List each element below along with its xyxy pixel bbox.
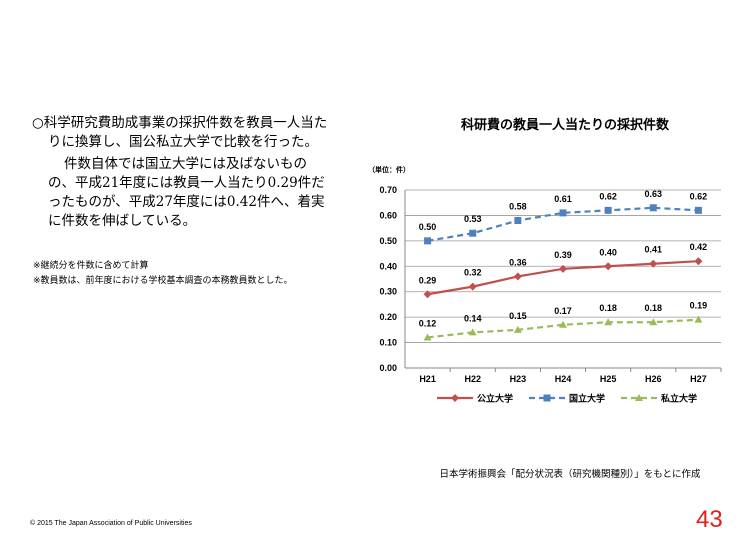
data-label: 0.58 <box>509 202 527 212</box>
data-point-square <box>424 237 432 245</box>
notes: ※継続分を件数に含めて計算 ※教員数は、前年度における学校基本調査の本務教員数と… <box>33 259 293 289</box>
note: ※教員数は、前年度における学校基本調査の本務教員数とした。 <box>33 276 293 286</box>
legend-label: 私立大学 <box>660 393 697 404</box>
body-text: ○科学研究費助成事業の採択件数を教員一人当たりに換算し、国公私立大学で比較を行っ… <box>32 114 332 231</box>
data-point-diamond <box>423 290 432 299</box>
data-point-triangle <box>694 315 703 323</box>
legend-label: 国立大学 <box>569 393 605 404</box>
data-label: 0.61 <box>554 194 572 204</box>
data-label: 0.18 <box>645 303 663 313</box>
data-point-diamond <box>468 282 477 291</box>
x-tick-label: H26 <box>645 374 662 384</box>
data-label: 0.62 <box>690 191 708 201</box>
chart-title: 科研費の教員一人当たりの採択件数 <box>460 118 669 133</box>
data-label: 0.17 <box>554 306 572 316</box>
data-label: 0.50 <box>419 222 437 232</box>
data-point-diamond <box>513 272 522 281</box>
y-tick-label: 0.20 <box>379 312 397 322</box>
data-point-square <box>559 209 567 217</box>
y-tick-label: 0.00 <box>379 363 397 373</box>
data-label: 0.62 <box>599 191 617 201</box>
data-point-square <box>694 206 702 214</box>
data-point-diamond <box>694 257 703 266</box>
data-point-diamond <box>649 259 658 268</box>
x-tick-label: H27 <box>690 374 707 384</box>
data-point-triangle <box>423 333 432 341</box>
y-tick-label: 0.60 <box>379 210 397 220</box>
paragraph-summary: ○科学研究費助成事業の採択件数を教員一人当たりに換算し、国公私立大学で比較を行っ… <box>32 115 328 150</box>
data-label: 0.19 <box>690 301 708 311</box>
data-label: 0.18 <box>599 303 617 313</box>
data-point-diamond <box>451 394 459 402</box>
page-number: 43 <box>696 506 723 533</box>
x-tick-label: H25 <box>600 374 617 384</box>
data-point-triangle <box>513 325 522 333</box>
data-label: 0.39 <box>554 250 572 260</box>
x-tick-label: H21 <box>419 374 436 384</box>
y-tick-label: 0.10 <box>379 338 397 348</box>
data-label: 0.32 <box>464 268 482 278</box>
unit-label: （単位：件） <box>368 165 410 174</box>
data-label: 0.42 <box>690 242 708 252</box>
data-label: 0.40 <box>599 247 617 257</box>
data-point-triangle <box>649 318 658 326</box>
data-label: 0.53 <box>464 214 482 224</box>
data-label: 0.15 <box>509 311 527 321</box>
source-note: 日本学術振興会「配分状況表（研究機関種別）」をもとに作成 <box>439 469 701 480</box>
data-point-triangle <box>635 394 643 401</box>
x-tick-label: H23 <box>510 374 527 384</box>
data-label: 0.14 <box>464 313 482 323</box>
data-point-diamond <box>559 264 567 273</box>
data-label: 0.41 <box>645 245 663 255</box>
y-tick-label: 0.40 <box>379 261 397 271</box>
data-point-triangle <box>604 318 613 326</box>
paragraph-detail: 件数自体では国立大学には及ばないものの、平成21年度には教員一人当たり0.29件… <box>48 156 325 229</box>
y-tick-label: 0.30 <box>379 287 397 297</box>
x-tick-label: H24 <box>555 374 572 384</box>
data-label: 0.29 <box>419 275 437 285</box>
legend-label: 公立大学 <box>477 393 513 404</box>
data-point-triangle <box>559 320 567 328</box>
data-point-square <box>649 204 657 212</box>
data-label: 0.63 <box>645 189 663 199</box>
data-point-square <box>469 229 477 237</box>
copyright-footer: © 2015 The Japan Association of Public U… <box>30 520 192 527</box>
note: ※継続分を件数に含めて計算 <box>33 261 149 271</box>
data-point-square <box>604 206 612 214</box>
data-label: 0.36 <box>509 257 527 267</box>
data-point-square <box>514 217 522 225</box>
data-label: 0.12 <box>419 318 437 328</box>
data-point-square <box>543 394 551 402</box>
y-tick-label: 0.70 <box>379 185 397 195</box>
x-tick-label: H22 <box>464 374 481 384</box>
y-tick-label: 0.50 <box>379 236 397 246</box>
data-point-triangle <box>468 328 477 336</box>
data-point-diamond <box>604 262 613 271</box>
